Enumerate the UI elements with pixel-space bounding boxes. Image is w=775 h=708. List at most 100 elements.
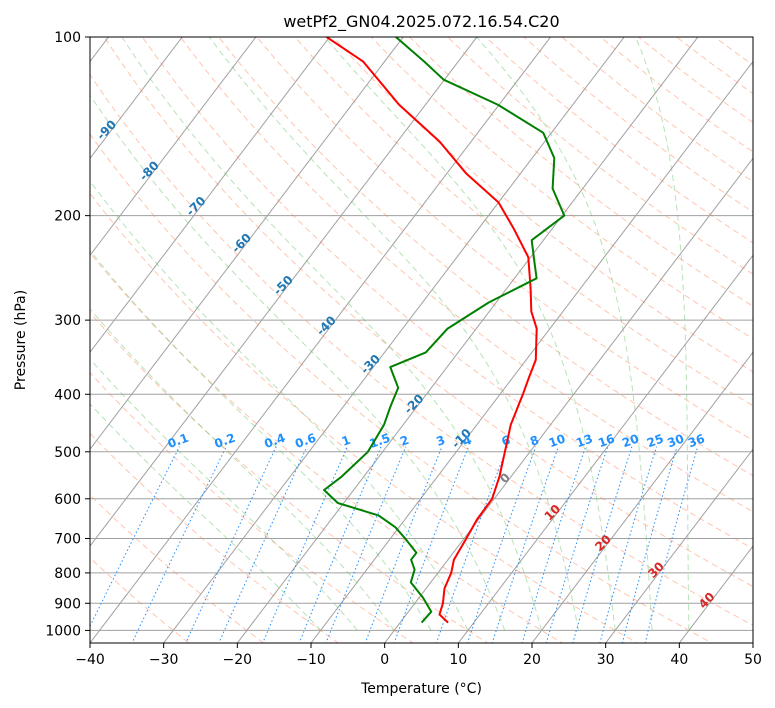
mixing-ratio-lines: [90, 446, 699, 643]
isotherm-line: [236, 37, 699, 643]
moist-adiabat-line: [121, 37, 543, 631]
mixing-ratio-label: 13: [574, 431, 594, 450]
isotherm-line: [90, 37, 404, 450]
dry-adiabat-line: [90, 192, 639, 643]
mixing-ratio-labels: 0.1 0.2 0.4 0.6 1 1.5 2 3 4 6 8 10 13 16 20 25 30 36: [166, 431, 707, 451]
mixing-ratio-line: [491, 446, 559, 643]
dry-adiabat-line: [256, 37, 753, 441]
y-tick-label: 700: [54, 532, 81, 548]
moist-adiabat-line: [90, 180, 469, 631]
y-tick-label: 100: [54, 30, 81, 46]
x-tick-label: 10: [449, 652, 467, 668]
isotherm-label: -40: [314, 313, 339, 338]
mixing-ratio-label: 25: [645, 431, 665, 450]
mixing-ratio-label: 10: [547, 431, 567, 450]
x-tick-label: −40: [75, 652, 105, 668]
dry-adiabat-line: [370, 37, 753, 340]
dry-adiabat-line: [294, 37, 753, 407]
isotherm-label: -70: [183, 194, 208, 219]
x-tick-label: 20: [523, 652, 541, 668]
x-tick-label: 40: [670, 652, 688, 668]
dry-adiabat-line: [90, 252, 564, 643]
y-axis-ticks: 100 200 300 400 500 600 700 800 900 1000: [45, 30, 90, 639]
dry-adiabat-lines: [90, 37, 753, 643]
isotherm-label: -60: [229, 231, 254, 256]
x-tick-label: 50: [744, 652, 762, 668]
mixing-ratio-label: 1.5: [367, 431, 392, 451]
isotherm-label: 20: [592, 532, 614, 554]
mixing-ratio-line: [185, 446, 277, 643]
dry-adiabat-line: [332, 37, 753, 373]
mixing-ratio-line: [90, 446, 180, 628]
isotherm-line: [90, 37, 478, 547]
mixing-ratio-line: [644, 446, 699, 643]
isotherm-label: -80: [137, 158, 162, 183]
moist-adiabat-line: [90, 358, 358, 631]
moist-adiabat-line: [90, 403, 321, 631]
dry-adiabat-line: [90, 73, 753, 626]
y-tick-label: 200: [54, 209, 81, 225]
mixing-ratio-label: 30: [665, 431, 685, 450]
moist-adiabat-line: [90, 308, 395, 631]
y-tick-label: 900: [54, 596, 81, 612]
dry-adiabat-line: [485, 37, 753, 244]
mixing-ratio-line: [435, 446, 508, 643]
mixing-ratio-line: [298, 446, 382, 643]
x-tick-label: −20: [223, 652, 253, 668]
plot-area: -100-90-80-70-60-50-40-30-20-10010203040…: [54, 37, 753, 643]
dry-adiabat-line: [90, 311, 489, 643]
mixing-ratio-label: 0.4: [262, 431, 287, 451]
moist-adiabat-line: [635, 37, 690, 631]
isotherm-label: 10: [542, 502, 564, 524]
y-axis-label: Pressure (hPa): [13, 290, 29, 390]
mixing-ratio-line: [599, 446, 658, 643]
mixing-ratio-line: [621, 446, 678, 643]
x-axis-ticks: −40 −30 −20 −10 0 10 20 30 40 50: [75, 643, 762, 668]
isotherm-lines: [90, 37, 753, 643]
y-tick-label: 800: [54, 566, 81, 582]
dry-adiabat-line: [90, 371, 414, 643]
mixing-ratio-label: 8: [528, 433, 541, 449]
isotherm-line: [90, 37, 552, 643]
mixing-ratio-label: 36: [686, 431, 706, 450]
mixing-ratio-label: 0.6: [293, 431, 318, 451]
isotherm-label: -90: [94, 117, 119, 142]
mixing-ratio-label: 0.2: [213, 431, 238, 451]
mixing-ratio-label: 16: [596, 431, 616, 450]
moist-adiabat-line: [208, 37, 579, 631]
isotherm-label: -50: [271, 273, 296, 298]
isotherm-line: [90, 37, 257, 257]
dry-adiabat-line: [90, 432, 340, 643]
moist-adiabat-line: [476, 37, 653, 631]
dry-adiabat-line: [90, 557, 190, 643]
mixing-ratio-label: 20: [620, 431, 640, 450]
mixing-ratio-label: 0.1: [166, 431, 191, 451]
isotherm-line: [90, 37, 331, 354]
dry-adiabat-line: [90, 133, 713, 643]
x-tick-label: 30: [597, 652, 615, 668]
isotherm-label: -20: [401, 391, 426, 416]
isotherm-label: 40: [696, 590, 718, 612]
mixing-ratio-line: [262, 446, 348, 643]
dry-adiabat-line: [752, 37, 753, 38]
x-tick-label: −10: [296, 652, 326, 668]
x-tick-label: 0: [380, 652, 389, 668]
isotherm-line: [384, 157, 753, 643]
mixing-ratio-line: [466, 446, 537, 643]
y-tick-label: 600: [54, 492, 81, 508]
isotherm-line: [310, 60, 753, 643]
dry-adiabat-line: [179, 37, 753, 513]
dewpoint-profile-line: [323, 37, 566, 624]
y-tick-label: 1000: [45, 623, 81, 639]
isotherm-label: -100: [54, 66, 85, 97]
isotherm-line: [531, 351, 753, 643]
isotherm-line: [678, 545, 753, 643]
profile-series: [323, 37, 566, 624]
moist-adiabat-line: [324, 37, 616, 631]
mixing-ratio-line: [218, 446, 308, 643]
dry-adiabat-line: [675, 37, 753, 95]
chart-title: wetPf2_GN04.2025.072.16.54.C20: [283, 12, 559, 32]
y-tick-label: 300: [54, 313, 81, 329]
x-axis-label: Temperature (°C): [360, 681, 482, 697]
